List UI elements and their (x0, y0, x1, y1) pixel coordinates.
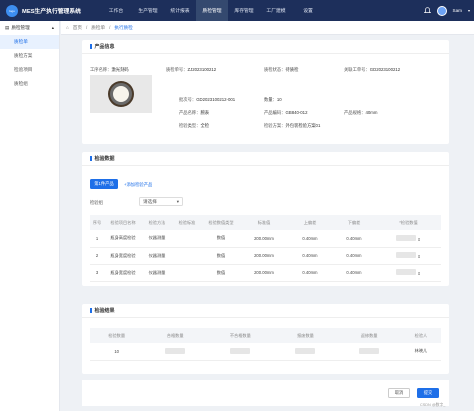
sidebar-group[interactable]: ▤ 质检管理 ▴ (5, 25, 54, 30)
table-header: 序号 (90, 215, 104, 230)
sidebar-item-inspection-group[interactable]: 质检组 (14, 81, 28, 86)
sidebar-item-inspection-item[interactable]: 检验项目 (14, 67, 33, 72)
value-input[interactable] (396, 269, 417, 275)
process-field: 工序名称：激光刻码 (90, 67, 129, 72)
stepper-icon[interactable]: ⇕ (417, 254, 421, 259)
nav-item[interactable]: 生产管理 (138, 9, 158, 14)
chevron-down-icon: ▾ (176, 198, 179, 204)
inspect-data-card: 检验数据 第1件产品 +添加检验产品 检验组 请选择 ▾ 序号 检验项目名称 检验… (82, 152, 449, 286)
qualified-qty-input[interactable] (165, 347, 186, 354)
table-header: 检验项目名称 (104, 215, 142, 230)
value-input[interactable] (396, 252, 417, 258)
sidebar-item-inspection-order[interactable]: 质检单 (0, 35, 59, 49)
clipboard-icon: ▤ (5, 25, 10, 30)
table-row: 3 瓶身宽度检验 仪器测量 数值 200.00mm 0.40mm 0.40mm ⇕ (90, 264, 441, 282)
chevron-up-icon: ▴ (51, 25, 54, 30)
table-header: *检验数值 (376, 215, 441, 230)
breadcrumb-item[interactable]: 首页 (72, 24, 82, 30)
watermark: CSDN @数字_ (420, 403, 446, 407)
breadcrumb-current: 执行质检 (114, 24, 133, 30)
cancel-button[interactable]: 取消 (388, 388, 410, 398)
footer-bar: 取消 提交 (82, 380, 449, 406)
plan-field: 检验方案：外包装检验方案01 (264, 123, 321, 128)
table-header: 不合格数量 (206, 328, 274, 343)
nav-item[interactable]: 工厂建模 (266, 9, 286, 14)
group-label: 检验组 (90, 200, 103, 205)
type-field: 检验类型：全检 (179, 123, 210, 128)
value-input[interactable] (396, 234, 417, 241)
status-field: 质检状态：待质检 (264, 67, 299, 72)
chevron-down-icon[interactable]: ▾ (467, 8, 470, 13)
unqualified-qty-input[interactable] (230, 347, 251, 354)
inspect-table: 序号 检验项目名称 检验方法 检验标准 检验数值类型 标准值 上偏差 下偏差 *… (90, 215, 441, 282)
add-product-link[interactable]: +添加检验产品 (124, 182, 153, 187)
sidebar-item-inspection-plan[interactable]: 质检方案 (14, 53, 33, 58)
qty-field: 数量：10 (264, 97, 282, 102)
product-image (90, 75, 152, 113)
home-icon[interactable]: ⌂ (66, 25, 69, 30)
breadcrumb: ⌂ 首页 / 质检单 / 执行质检 (61, 21, 474, 35)
table-header: 检验数量 (90, 328, 144, 343)
table-header: 报废数量 (273, 328, 338, 343)
app-title: MES生产执行管理系统 (22, 9, 81, 15)
nav-item-active[interactable]: 质检管理 (196, 0, 228, 21)
user-name[interactable]: Sam (452, 8, 462, 13)
table-header: 检验标准 (172, 215, 202, 230)
top-bar: logo MES生产执行管理系统 工作台 生产管理 统计报表 质检管理 库存管理… (0, 0, 474, 21)
product-code-field: 产品编码：GB840-012 (264, 110, 308, 115)
product-name-field: 产品名称：腕表 (179, 110, 210, 115)
main-nav: 工作台 生产管理 统计报表 质检管理 库存管理 工厂建模 设置 (100, 0, 324, 21)
table-header: 上偏差 (288, 215, 332, 230)
spec-field: 产品规格：40mm (344, 110, 378, 115)
nav-item[interactable]: 设置 (303, 9, 313, 14)
sidebar: ▤ 质检管理 ▴ 质检单 质检方案 检验项目 质检组 (0, 21, 60, 411)
nav-item[interactable]: 统计报表 (170, 9, 190, 14)
scrap-qty-input[interactable] (295, 347, 316, 354)
section-title: 检验数据 (82, 152, 449, 166)
table-row: 1 瓶身高度检验 仪器测量 数值 200.00mm 0.40mm 0.40mm ⇕ (90, 230, 441, 248)
watch-image (110, 83, 132, 105)
avatar[interactable] (436, 5, 447, 16)
table-header: 合格数量 (143, 328, 207, 343)
table-row: 10 林晓儿 (90, 343, 441, 361)
stepper-icon[interactable]: ⇕ (417, 236, 421, 242)
breadcrumb-item[interactable]: 质检单 (91, 24, 106, 30)
section-title: 检验结果 (82, 304, 449, 318)
table-header: 检验方法 (142, 215, 172, 230)
table-row: 2 瓶身宽度检验 仪器测量 数值 200.00mm 0.40mm 0.40mm ⇕ (90, 247, 441, 265)
group-select[interactable]: 请选择 ▾ (139, 197, 183, 206)
work-order-field: 关联工单号：GD2023100212 (344, 67, 401, 72)
logo: logo (6, 4, 18, 17)
table-header: 检验数值类型 (202, 215, 240, 230)
product-info-card: 产品信息 工序名称：激光刻码 质检单号：ZJ2023100212 质检状态：待质… (82, 40, 449, 144)
table-header: 返修数量 (337, 328, 401, 343)
batch-field: 批次号：GD2023100212-001 (179, 97, 236, 102)
tab-product-1[interactable]: 第1件产品 (90, 179, 118, 189)
table-header: 标准值 (240, 215, 288, 230)
status-badge: 待质检 (285, 67, 299, 72)
inspect-no-field: 质检单号：ZJ2023100212 (166, 67, 217, 72)
rework-qty-input[interactable] (359, 347, 380, 354)
section-title: 产品信息 (82, 40, 449, 54)
bell-icon[interactable] (423, 7, 431, 14)
table-header: 下偏差 (332, 215, 376, 230)
nav-item[interactable]: 工作台 (108, 9, 124, 14)
result-card: 检验结果 检验数量 合格数量 不合格数量 报废数量 返修数量 检验人 10 林晓… (82, 304, 449, 374)
stepper-icon[interactable]: ⇕ (417, 271, 421, 276)
submit-button[interactable]: 提交 (417, 388, 439, 398)
nav-item[interactable]: 库存管理 (234, 9, 254, 14)
result-table: 检验数量 合格数量 不合格数量 报废数量 返修数量 检验人 10 林晓儿 (90, 328, 441, 361)
table-header: 检验人 (400, 328, 441, 343)
